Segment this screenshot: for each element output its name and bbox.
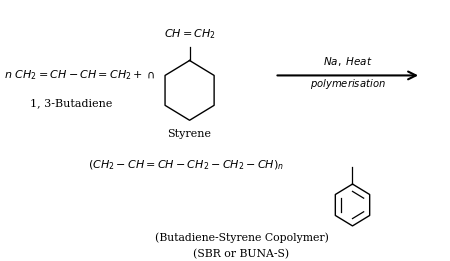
Text: $polymerisation$: $polymerisation$ <box>310 77 386 91</box>
Text: $Na,\ Heat$: $Na,\ Heat$ <box>323 55 373 68</box>
Text: 1, 3-Butadiene: 1, 3-Butadiene <box>30 98 112 108</box>
Text: (Butadiene-Styrene Copolymer): (Butadiene-Styrene Copolymer) <box>155 232 328 243</box>
Text: Styrene: Styrene <box>167 129 212 139</box>
Text: $n\ CH_2=CH-CH=CH_2+\cap$: $n\ CH_2=CH-CH=CH_2+\cap$ <box>4 69 156 82</box>
Text: $CH=CH_2$: $CH=CH_2$ <box>163 28 216 41</box>
Text: (SBR or BUNA-S): (SBR or BUNA-S) <box>194 249 290 259</box>
Text: $\left(CH_2-CH=CH-CH_2-CH_2-CH\right)_n$: $\left(CH_2-CH=CH-CH_2-CH_2-CH\right)_n$ <box>88 158 284 172</box>
